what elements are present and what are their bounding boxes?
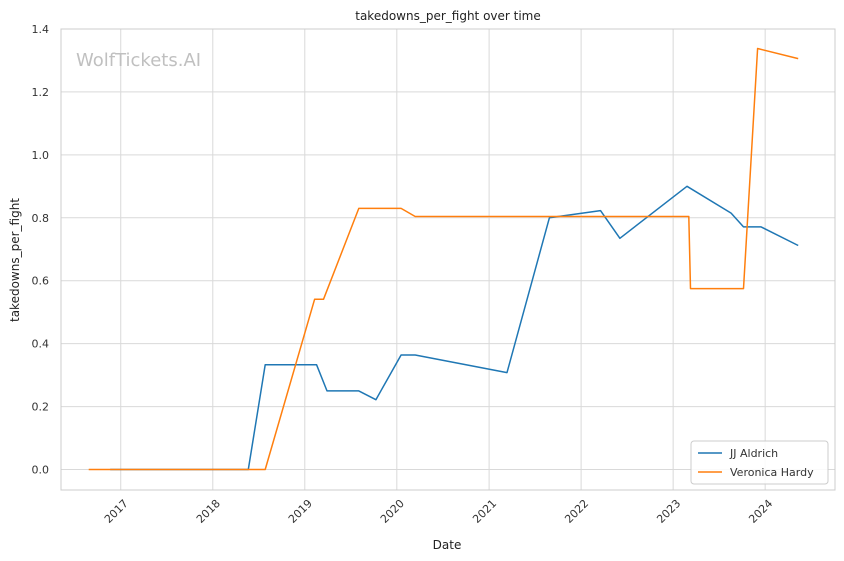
plot-area-background	[61, 29, 835, 490]
legend-label-veronica-hardy: Veronica Hardy	[730, 466, 814, 479]
x-tick-label: 2021	[470, 497, 499, 526]
y-tick-label: 0.0	[32, 464, 50, 477]
series-line-jj-aldrich	[110, 185, 799, 471]
y-axis-ticks: 0.0 0.2 0.4 0.6 0.8 1.0 1.2 1.4	[32, 23, 50, 477]
gridlines	[61, 28, 835, 490]
x-tick-label: 2022	[562, 497, 591, 526]
plot-frame	[60, 28, 836, 491]
legend-box	[690, 440, 829, 485]
series-line-veronica-hardy	[88, 47, 799, 471]
x-tick-label: 2017	[102, 497, 131, 526]
y-tick-label: 0.4	[32, 338, 50, 351]
y-tick-label: 0.6	[32, 275, 50, 288]
chart-title: takedowns_per_fight over time	[355, 9, 541, 23]
x-tick-label: 2023	[654, 497, 683, 526]
legend-label-jj-aldrich: JJ Aldrich	[729, 447, 778, 460]
x-tick-label: 2020	[378, 497, 407, 526]
x-tick-label: 2024	[746, 497, 775, 526]
y-axis-label: takedowns_per_fight	[8, 198, 22, 322]
x-axis-label: Date	[433, 538, 462, 552]
y-tick-label: 0.8	[32, 212, 50, 225]
y-tick-label: 1.2	[32, 86, 50, 99]
y-tick-label: 1.4	[32, 23, 50, 36]
y-tick-label: 1.0	[32, 149, 50, 162]
x-tick-label: 2018	[194, 497, 223, 526]
x-axis-ticks: 2017 2018 2019 2020 2021 2022 2023 2024	[102, 497, 775, 526]
y-tick-label: 0.2	[32, 401, 50, 414]
series-lines	[88, 47, 799, 471]
legend: JJ Aldrich Veronica Hardy	[690, 440, 829, 485]
x-tick-label: 2019	[286, 497, 315, 526]
watermark: WolfTickets.AI	[76, 50, 201, 71]
